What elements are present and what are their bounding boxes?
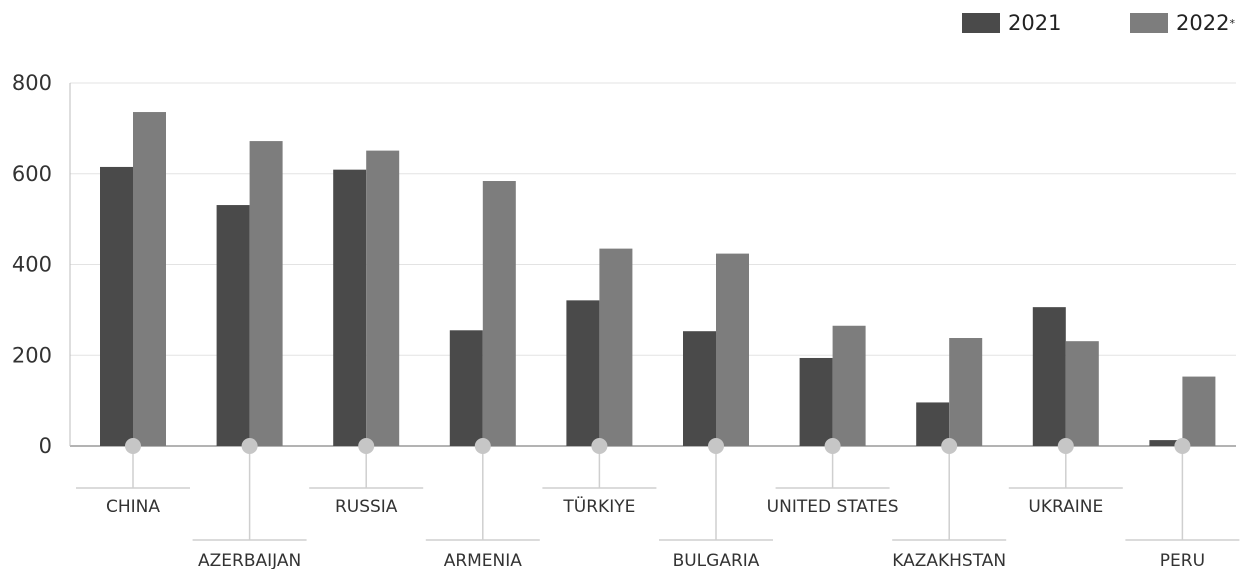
y-tick-label-200: 200 [12,343,52,367]
category-label-armenia: ARMENIA [444,551,523,569]
bar-armenia-2022 [482,181,516,446]
bar-peru-2021 [1149,440,1183,446]
bar-armenia-2021 [449,330,483,446]
bar-china-2021 [100,166,133,446]
bar-united-states-2022 [832,325,866,446]
category-marker-kazakhstan [941,438,958,454]
category-marker-china [125,438,141,454]
category-label-united-states: UNITED STATES [767,497,899,517]
legend-swatch-2021 [962,13,1000,33]
legend-swatch-2022 [1130,13,1168,33]
category-label-ukraine: UKRAINE [1028,497,1103,517]
legend-label-2021: 2021 [1008,11,1062,35]
category-marker-russia [358,438,375,454]
bar-russia-2022 [366,150,400,446]
y-tick-label-800: 800 [12,71,52,95]
legend-item-2021: 2021 [962,8,1061,38]
category-label-bulgaria: BULGARIA [673,551,760,569]
category-marker-united-states [824,438,841,454]
category-label-peru: PERU [1160,551,1205,569]
category-marker-peru [1174,438,1191,454]
y-tick-label-0: 0 [39,434,52,458]
category-marker-azerbaijan [241,438,258,454]
category-label-china: CHINA [106,497,160,517]
category-label-azerbaijan: AZERBAIJAN [198,551,301,569]
category-label-t-rkiye: TÜRKIYE [562,495,635,517]
bar-ukraine-2021 [1032,307,1066,446]
legend-item-2022: 2022 * [1130,8,1235,38]
bar-russia-2021 [333,169,367,446]
legend-label-2022: 2022 [1176,11,1230,35]
bar-ukraine-2022 [1065,341,1099,446]
category-marker-bulgaria [708,438,724,454]
category-marker-armenia [474,438,491,454]
bar-azerbaijan-2022 [249,141,283,446]
category-marker-t-rkiye [591,438,608,454]
category-label-kazakhstan: KAZAKHSTAN [892,551,1006,569]
category-marker-ukraine [1057,438,1074,454]
category-label-russia: RUSSIA [335,497,398,517]
bar-united-states-2021 [799,357,833,446]
y-tick-label-600: 600 [12,162,52,186]
bar-peru-2022 [1182,376,1216,446]
bar-t-rkiye-2021 [566,300,600,446]
legend-footnote-mark: * [1229,16,1235,30]
bar-china-2022 [133,112,166,446]
bar-azerbaijan-2021 [216,205,250,446]
bar-kazakhstan-2022 [949,338,983,446]
bar-bulgaria-2021 [683,331,716,446]
bar-kazakhstan-2021 [916,402,950,446]
bar-bulgaria-2022 [716,253,749,446]
bar-t-rkiye-2022 [599,248,633,446]
y-tick-label-400: 400 [12,253,52,277]
